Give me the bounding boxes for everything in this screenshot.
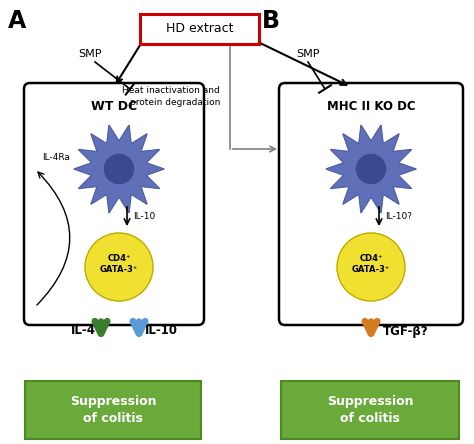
Circle shape — [104, 155, 134, 183]
Circle shape — [356, 155, 385, 183]
Text: CD4⁺
GATA-3⁺: CD4⁺ GATA-3⁺ — [100, 254, 138, 274]
FancyBboxPatch shape — [279, 83, 463, 325]
Circle shape — [337, 233, 405, 301]
FancyBboxPatch shape — [24, 83, 204, 325]
Text: IL-10: IL-10 — [145, 325, 177, 337]
Text: IL-4: IL-4 — [71, 325, 95, 337]
Text: MHC II KO DC: MHC II KO DC — [327, 100, 415, 114]
Text: SMP: SMP — [78, 49, 102, 59]
Text: IL-4Ra: IL-4Ra — [42, 152, 70, 162]
Circle shape — [85, 233, 153, 301]
Text: Suppression
of colitis: Suppression of colitis — [327, 396, 413, 424]
Text: IL-10: IL-10 — [133, 212, 155, 221]
Text: A: A — [8, 9, 26, 33]
Text: Heat inactivation and
protein degradation: Heat inactivation and protein degradatio… — [122, 86, 220, 107]
Polygon shape — [74, 125, 164, 213]
Text: TGF-β?: TGF-β? — [383, 325, 429, 337]
Text: B: B — [262, 9, 280, 33]
Text: WT DC: WT DC — [91, 100, 137, 114]
Text: Suppression
of colitis: Suppression of colitis — [70, 396, 156, 424]
Polygon shape — [326, 125, 416, 213]
Text: CD4⁺
GATA-3⁺: CD4⁺ GATA-3⁺ — [352, 254, 390, 274]
FancyBboxPatch shape — [281, 381, 459, 439]
FancyBboxPatch shape — [25, 381, 201, 439]
Text: SMP: SMP — [296, 49, 320, 59]
Text: IL-10?: IL-10? — [385, 212, 412, 221]
FancyBboxPatch shape — [140, 14, 259, 44]
Text: HD extract: HD extract — [166, 23, 234, 36]
